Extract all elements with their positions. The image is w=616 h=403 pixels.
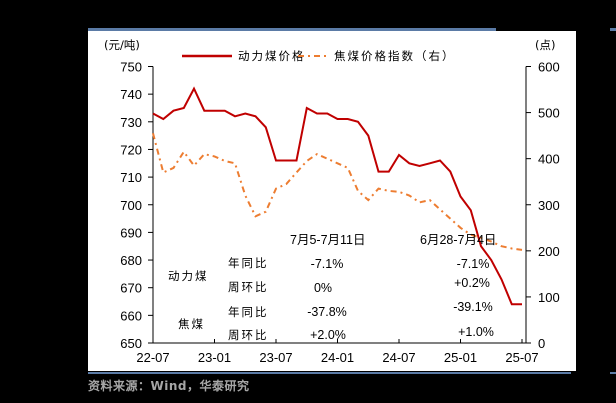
x-tick-label: 23-07 bbox=[259, 350, 292, 365]
left-axis: 650 660 670 680 690 700 710 720 730 740 750 bbox=[120, 60, 154, 351]
right-tick-label: 200 bbox=[538, 244, 560, 259]
x-tick-label: 22-07 bbox=[136, 350, 169, 365]
left-tick-label: 660 bbox=[120, 308, 142, 323]
annotation-table: 7月5-7月11日 6月28-7月4日 动力煤 焦煤 年同比 周环比 年同比 周… bbox=[168, 233, 496, 342]
group-thermal-coal: 动力煤 bbox=[168, 269, 209, 283]
left-tick-label: 720 bbox=[120, 142, 142, 157]
x-tick-label: 25-01 bbox=[444, 350, 477, 365]
left-tick-label: 690 bbox=[120, 225, 142, 240]
x-tick-label: 23-01 bbox=[198, 350, 231, 365]
x-tick-label: 25-07 bbox=[505, 350, 538, 365]
left-tick-label: 670 bbox=[120, 281, 142, 296]
right-tick-label: 100 bbox=[538, 290, 560, 305]
x-tick-label: 24-07 bbox=[382, 350, 415, 365]
source-note: 资料来源：Wind，华泰研究 bbox=[88, 379, 250, 393]
period-2-header: 6月28-7月4日 bbox=[420, 233, 496, 247]
right-axis-unit: (点) bbox=[535, 38, 555, 52]
value-coking-wow-prev: +1.0% bbox=[458, 325, 494, 339]
value-thermal-yoy-prev: -7.1% bbox=[457, 257, 490, 271]
value-thermal-wow-prev: +0.2% bbox=[454, 276, 490, 290]
value-coking-yoy-current: -37.8% bbox=[307, 305, 347, 319]
period-1-header: 7月5-7月11日 bbox=[290, 233, 366, 247]
value-thermal-wow-current: 0% bbox=[314, 281, 332, 295]
bottom-rule-right bbox=[610, 372, 616, 374]
value-coking-yoy-prev: -39.1% bbox=[453, 300, 493, 314]
x-tick-label: 24-01 bbox=[321, 350, 354, 365]
left-tick-label: 740 bbox=[120, 87, 142, 102]
value-coking-wow-current: +2.0% bbox=[310, 328, 346, 342]
right-tick-label: 500 bbox=[538, 106, 560, 121]
left-tick-label: 710 bbox=[120, 170, 142, 185]
left-tick-label: 680 bbox=[120, 253, 142, 268]
metric-yoy-1: 年同比 bbox=[228, 256, 269, 270]
right-tick-label: 300 bbox=[538, 198, 560, 213]
x-axis: 22-07 23-01 23-07 24-01 24-07 25-01 25-07 bbox=[136, 339, 539, 365]
left-tick-label: 650 bbox=[120, 336, 142, 351]
legend-label-thermal-coal: 动力煤价格 bbox=[238, 49, 306, 63]
legend-label-coking-coal: 焦煤价格指数（右） bbox=[334, 49, 456, 63]
left-tick-label: 750 bbox=[120, 60, 142, 75]
left-tick-label: 700 bbox=[120, 198, 142, 213]
value-thermal-yoy-current: -7.1% bbox=[311, 257, 344, 271]
left-axis-unit: (元/吨) bbox=[104, 38, 140, 52]
right-tick-label: 0 bbox=[538, 336, 545, 351]
left-tick-label: 730 bbox=[120, 115, 142, 130]
right-axis: 0 100 200 300 400 500 600 bbox=[525, 60, 560, 351]
top-rule-right bbox=[610, 28, 616, 31]
right-tick-label: 400 bbox=[538, 152, 560, 167]
right-tick-label: 600 bbox=[538, 60, 560, 75]
metric-wow-1: 周环比 bbox=[228, 280, 269, 294]
series-coking-coal-index bbox=[152, 133, 523, 251]
series-thermal-coal-price bbox=[152, 86, 522, 306]
top-rule bbox=[88, 28, 496, 31]
group-coking-coal: 焦煤 bbox=[178, 317, 205, 331]
metric-wow-2: 周环比 bbox=[228, 328, 269, 342]
legend: 动力煤价格 焦煤价格指数（右） bbox=[182, 49, 456, 63]
bottom-rule bbox=[88, 372, 571, 374]
chart-panel bbox=[88, 31, 576, 371]
metric-yoy-2: 年同比 bbox=[228, 305, 269, 319]
